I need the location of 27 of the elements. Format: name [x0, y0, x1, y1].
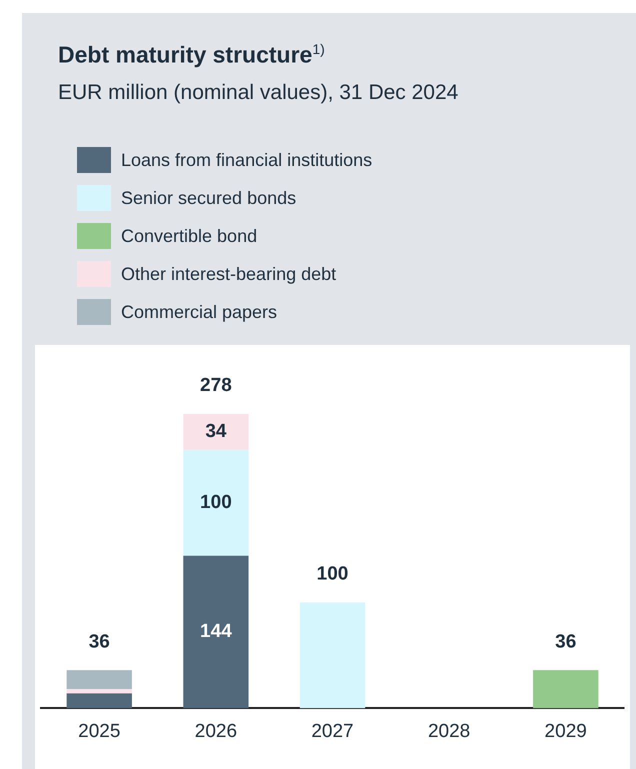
total-label: 36: [88, 631, 110, 652]
x-tick-label: 2027: [311, 720, 354, 742]
legend-label: Other interest-bearing debt: [121, 264, 336, 284]
legend-label: Convertible bond: [121, 226, 258, 246]
bar: [533, 670, 598, 708]
total-label: 36: [555, 631, 576, 652]
bar: [183, 414, 249, 450]
chart-subtitle: EUR million (nominal values), 31 Dec 2024: [58, 81, 458, 105]
legend-label: Commercial papers: [121, 302, 278, 322]
total-label: 278: [200, 375, 232, 396]
x-tick-label: 2026: [194, 720, 238, 742]
data-label: 144: [200, 621, 232, 642]
chart-title: Debt maturity structure$^{1)}$: [58, 41, 325, 69]
bar: [66, 689, 132, 694]
legend-label: Senior secured bonds: [121, 188, 296, 208]
x-tick-label: 2029: [544, 720, 587, 742]
x-tick-label: 2028: [428, 720, 470, 742]
bar: [66, 693, 132, 708]
legend-label: Loans from financial institutions: [121, 150, 372, 170]
bar: [183, 556, 249, 708]
bar: [66, 670, 132, 690]
bar: [300, 602, 366, 708]
data-label: 34: [205, 421, 227, 442]
total-label: 100: [316, 564, 348, 585]
bar: [183, 450, 249, 556]
x-tick-label: 2025: [78, 720, 120, 742]
data-label: 100: [200, 492, 232, 514]
